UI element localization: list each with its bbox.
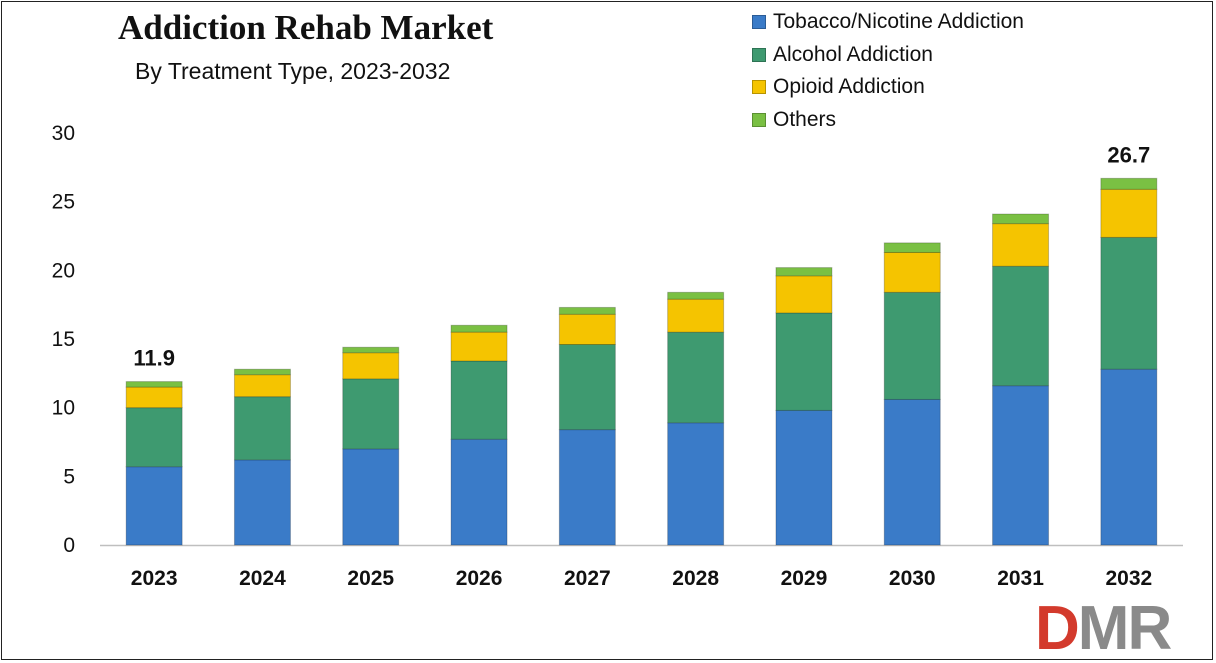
bar-tobacco-2028: [667, 422, 725, 546]
legend-label-others: Others: [773, 107, 837, 131]
bar-alcohol-2026: [450, 360, 508, 440]
x-tick-label-2024: 2024: [239, 567, 286, 590]
chart-title: Addiction Rehab Market: [118, 8, 494, 47]
bar-alcohol-2024: [233, 396, 291, 461]
bar-others-2026: [450, 324, 508, 333]
bar-tobacco-2029: [775, 409, 833, 546]
bar-opioid-2027: [558, 313, 616, 345]
bar-others-2028: [667, 291, 725, 300]
y-tick-label-20: 20: [52, 259, 75, 282]
bar-tobacco-2032: [1100, 368, 1158, 546]
bar-opioid-2023: [125, 386, 183, 409]
legend-swatch-others: [752, 112, 766, 127]
x-tick-label-2030: 2030: [889, 567, 936, 590]
bar-tobacco-2024: [233, 459, 291, 546]
bar-others-2029: [775, 267, 833, 277]
y-tick-label-5: 5: [63, 465, 75, 488]
bar-opioid-2025: [342, 352, 400, 380]
x-tick-label-2029: 2029: [781, 567, 828, 590]
legend-label-alcohol: Alcohol Addiction: [773, 42, 933, 66]
x-tick-label-2031: 2031: [997, 567, 1044, 590]
bar-opioid-2028: [667, 298, 725, 333]
bar-tobacco-2031: [992, 385, 1050, 546]
legend-item-opioid: Opioid Addiction: [752, 71, 1024, 104]
bar-alcohol-2027: [558, 343, 616, 431]
y-tick-label-15: 15: [52, 328, 75, 351]
y-tick-label-10: 10: [52, 397, 75, 420]
bar-tobacco-2023: [125, 466, 183, 546]
legend-item-tobacco: Tobacco/Nicotine Addiction: [752, 6, 1024, 39]
y-tick-label-0: 0: [63, 534, 75, 557]
bar-others-2025: [342, 346, 400, 354]
x-tick-label-2026: 2026: [456, 567, 503, 590]
x-tick-label-2028: 2028: [672, 567, 719, 590]
logo-letter-m: M: [1077, 594, 1130, 663]
data-label-total-2023: 11.9: [133, 346, 175, 371]
bar-others-2027: [558, 306, 616, 315]
x-tick-label-2023: 2023: [131, 567, 178, 590]
chart-subtitle: By Treatment Type, 2023-2032: [135, 58, 451, 84]
x-tick-label-2025: 2025: [347, 567, 394, 590]
bar-tobacco-2027: [558, 429, 616, 546]
bar-others-2032: [1100, 177, 1158, 190]
legend: Tobacco/Nicotine Addiction Alcohol Addic…: [752, 6, 1024, 136]
bar-others-2030: [883, 242, 941, 253]
bar-others-2031: [992, 213, 1050, 225]
legend-swatch-opioid: [752, 80, 766, 95]
bar-tobacco-2030: [883, 398, 941, 546]
data-label-total-2032: 26.7: [1107, 142, 1150, 167]
y-tick-label-30: 30: [52, 122, 75, 145]
bar-alcohol-2023: [125, 407, 183, 468]
y-tick-label-25: 25: [52, 191, 75, 214]
bar-opioid-2032: [1100, 188, 1158, 238]
bar-others-2023: [125, 381, 183, 388]
legend-swatch-tobacco: [752, 15, 766, 30]
dmr-logo: DMR: [1035, 598, 1172, 660]
legend-swatch-alcohol: [752, 47, 766, 62]
bar-alcohol-2030: [883, 291, 941, 400]
bar-opioid-2029: [775, 275, 833, 314]
x-tick-label-2032: 2032: [1105, 567, 1152, 590]
bar-tobacco-2025: [342, 448, 400, 546]
bar-opioid-2030: [883, 251, 941, 293]
legend-item-alcohol: Alcohol Addiction: [752, 39, 1024, 72]
logo-letter-r: R: [1127, 594, 1172, 663]
bar-tobacco-2026: [450, 438, 508, 546]
legend-label-opioid: Opioid Addiction: [773, 75, 925, 99]
bar-alcohol-2025: [342, 378, 400, 450]
bar-opioid-2031: [992, 223, 1050, 267]
bar-opioid-2026: [450, 331, 508, 362]
bar-alcohol-2029: [775, 312, 833, 411]
logo-letter-d: D: [1035, 594, 1080, 663]
x-tick-label-2027: 2027: [564, 567, 611, 590]
bar-alcohol-2031: [992, 265, 1050, 387]
legend-item-others: Others: [752, 104, 1024, 137]
bar-alcohol-2032: [1100, 236, 1158, 370]
legend-label-tobacco: Tobacco/Nicotine Addiction: [773, 10, 1024, 34]
bar-others-2024: [233, 368, 291, 376]
bar-opioid-2024: [233, 374, 291, 398]
bar-alcohol-2028: [667, 331, 725, 424]
